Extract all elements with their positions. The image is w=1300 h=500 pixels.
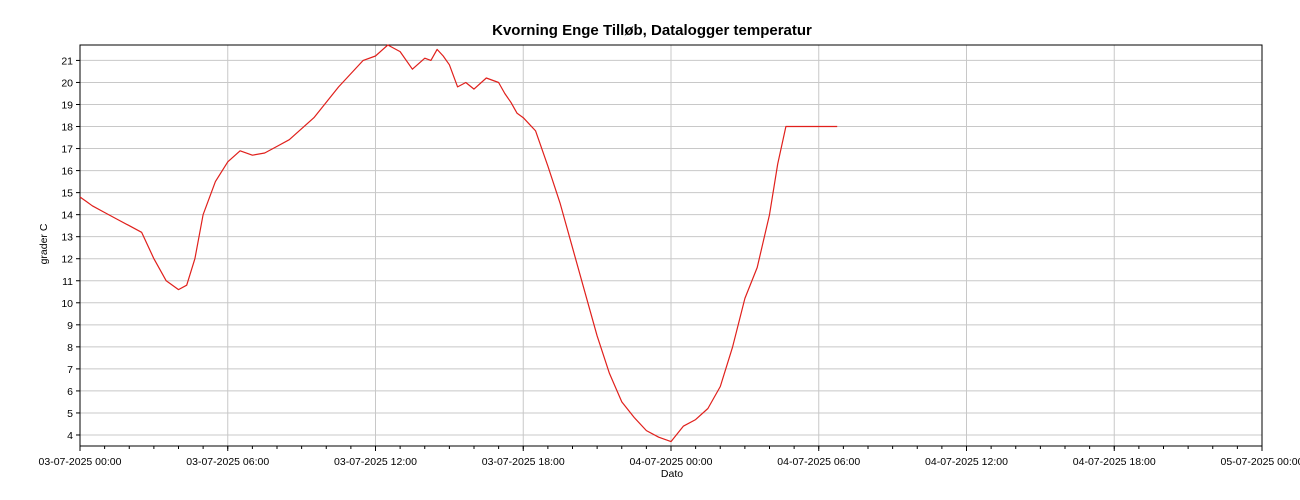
grid	[79, 45, 1263, 446]
x-axis-label: Dato	[661, 468, 683, 480]
x-tick-label: 04-07-2025 06:00	[777, 456, 860, 468]
y-tick-label: 6	[67, 386, 73, 398]
x-tick-label: 03-07-2025 12:00	[334, 456, 417, 468]
y-tick-label: 11	[62, 276, 73, 288]
y-tick-label: 13	[61, 232, 73, 244]
temperature-series-line	[79, 44, 838, 443]
x-tick-label: 04-07-2025 00:00	[630, 456, 713, 468]
series-layer	[79, 44, 838, 443]
x-axis-ticks: 03-07-2025 00:00 03-07-2025 06:00 03-07-20…	[39, 446, 1300, 468]
y-tick-label: 18	[61, 122, 73, 134]
y-tick-label: 5	[67, 408, 73, 420]
y-tick-label: 19	[61, 99, 73, 111]
y-tick-label: 15	[61, 188, 73, 200]
y-tick-label: 20	[61, 77, 73, 89]
y-tick-label: 14	[61, 210, 73, 222]
y-tick-label: 16	[61, 166, 73, 178]
x-tick-label: 03-07-2025 00:00	[39, 456, 122, 468]
y-tick-label: 9	[67, 320, 73, 332]
x-tick-label: 04-07-2025 18:00	[1073, 456, 1156, 468]
chart-title: Kvorning Enge Tilløb, Datalogger tempera…	[492, 22, 812, 39]
y-tick-label: 21	[61, 55, 73, 67]
x-tick-label: 03-07-2025 18:00	[482, 456, 565, 468]
x-tick-label: 04-07-2025 12:00	[925, 456, 1008, 468]
y-tick-label: 17	[61, 144, 73, 156]
y-axis-label: grader C	[38, 223, 50, 264]
y-tick-label: 4	[67, 430, 73, 442]
plot-frame	[79, 44, 1263, 447]
y-tick-label: 8	[67, 342, 73, 354]
x-tick-label: 03-07-2025 06:00	[186, 456, 269, 468]
y-tick-label: 10	[61, 298, 73, 310]
x-tick-label: 05-07-2025 00:00	[1221, 456, 1300, 468]
y-tick-label: 12	[61, 254, 73, 266]
y-tick-label: 7	[67, 364, 73, 376]
y-axis-ticks: 4 5 6 7 8 9 10 11 12 13 14 15 16 17 18 19 20 21	[61, 55, 80, 442]
